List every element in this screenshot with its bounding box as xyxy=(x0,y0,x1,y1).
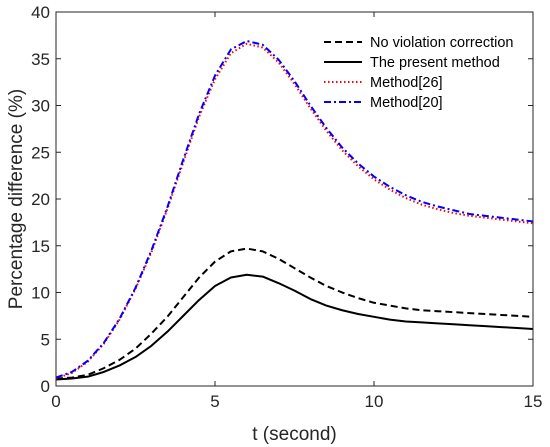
axis-ticks: 0 5 10 15 0 5 10 15 20 25 30 35 40 xyxy=(31,3,542,411)
legend-label-1: The present method xyxy=(370,55,500,71)
y-tick-label: 40 xyxy=(31,3,50,22)
x-tick-label: 5 xyxy=(210,392,219,411)
legend-label-2: Method[26] xyxy=(370,75,443,91)
x-tick-label: 0 xyxy=(51,392,60,411)
legend-label-3: Method[20] xyxy=(370,95,443,111)
y-axis-title: Percentage difference (%) xyxy=(6,89,27,309)
series-line-1 xyxy=(55,273,534,381)
x-axis-title: t (second) xyxy=(252,424,336,445)
y-tick-label: 30 xyxy=(31,97,50,116)
y-tick-label: 35 xyxy=(31,50,50,69)
series-line-3 xyxy=(55,39,534,379)
series-lines xyxy=(55,39,534,381)
x-tick-label: 10 xyxy=(365,392,384,411)
y-tick-label: 20 xyxy=(31,190,50,209)
series-line-0 xyxy=(55,247,534,380)
y-tick-label: 15 xyxy=(31,237,50,256)
x-tick-label: 15 xyxy=(524,392,543,411)
legend: No violation correction The present metho… xyxy=(324,35,513,111)
y-tick-label: 10 xyxy=(31,284,50,303)
legend-label-0: No violation correction xyxy=(370,35,513,51)
y-tick-label: 0 xyxy=(41,377,50,396)
y-tick-label: 5 xyxy=(41,330,50,349)
y-tick-label: 25 xyxy=(31,143,50,162)
